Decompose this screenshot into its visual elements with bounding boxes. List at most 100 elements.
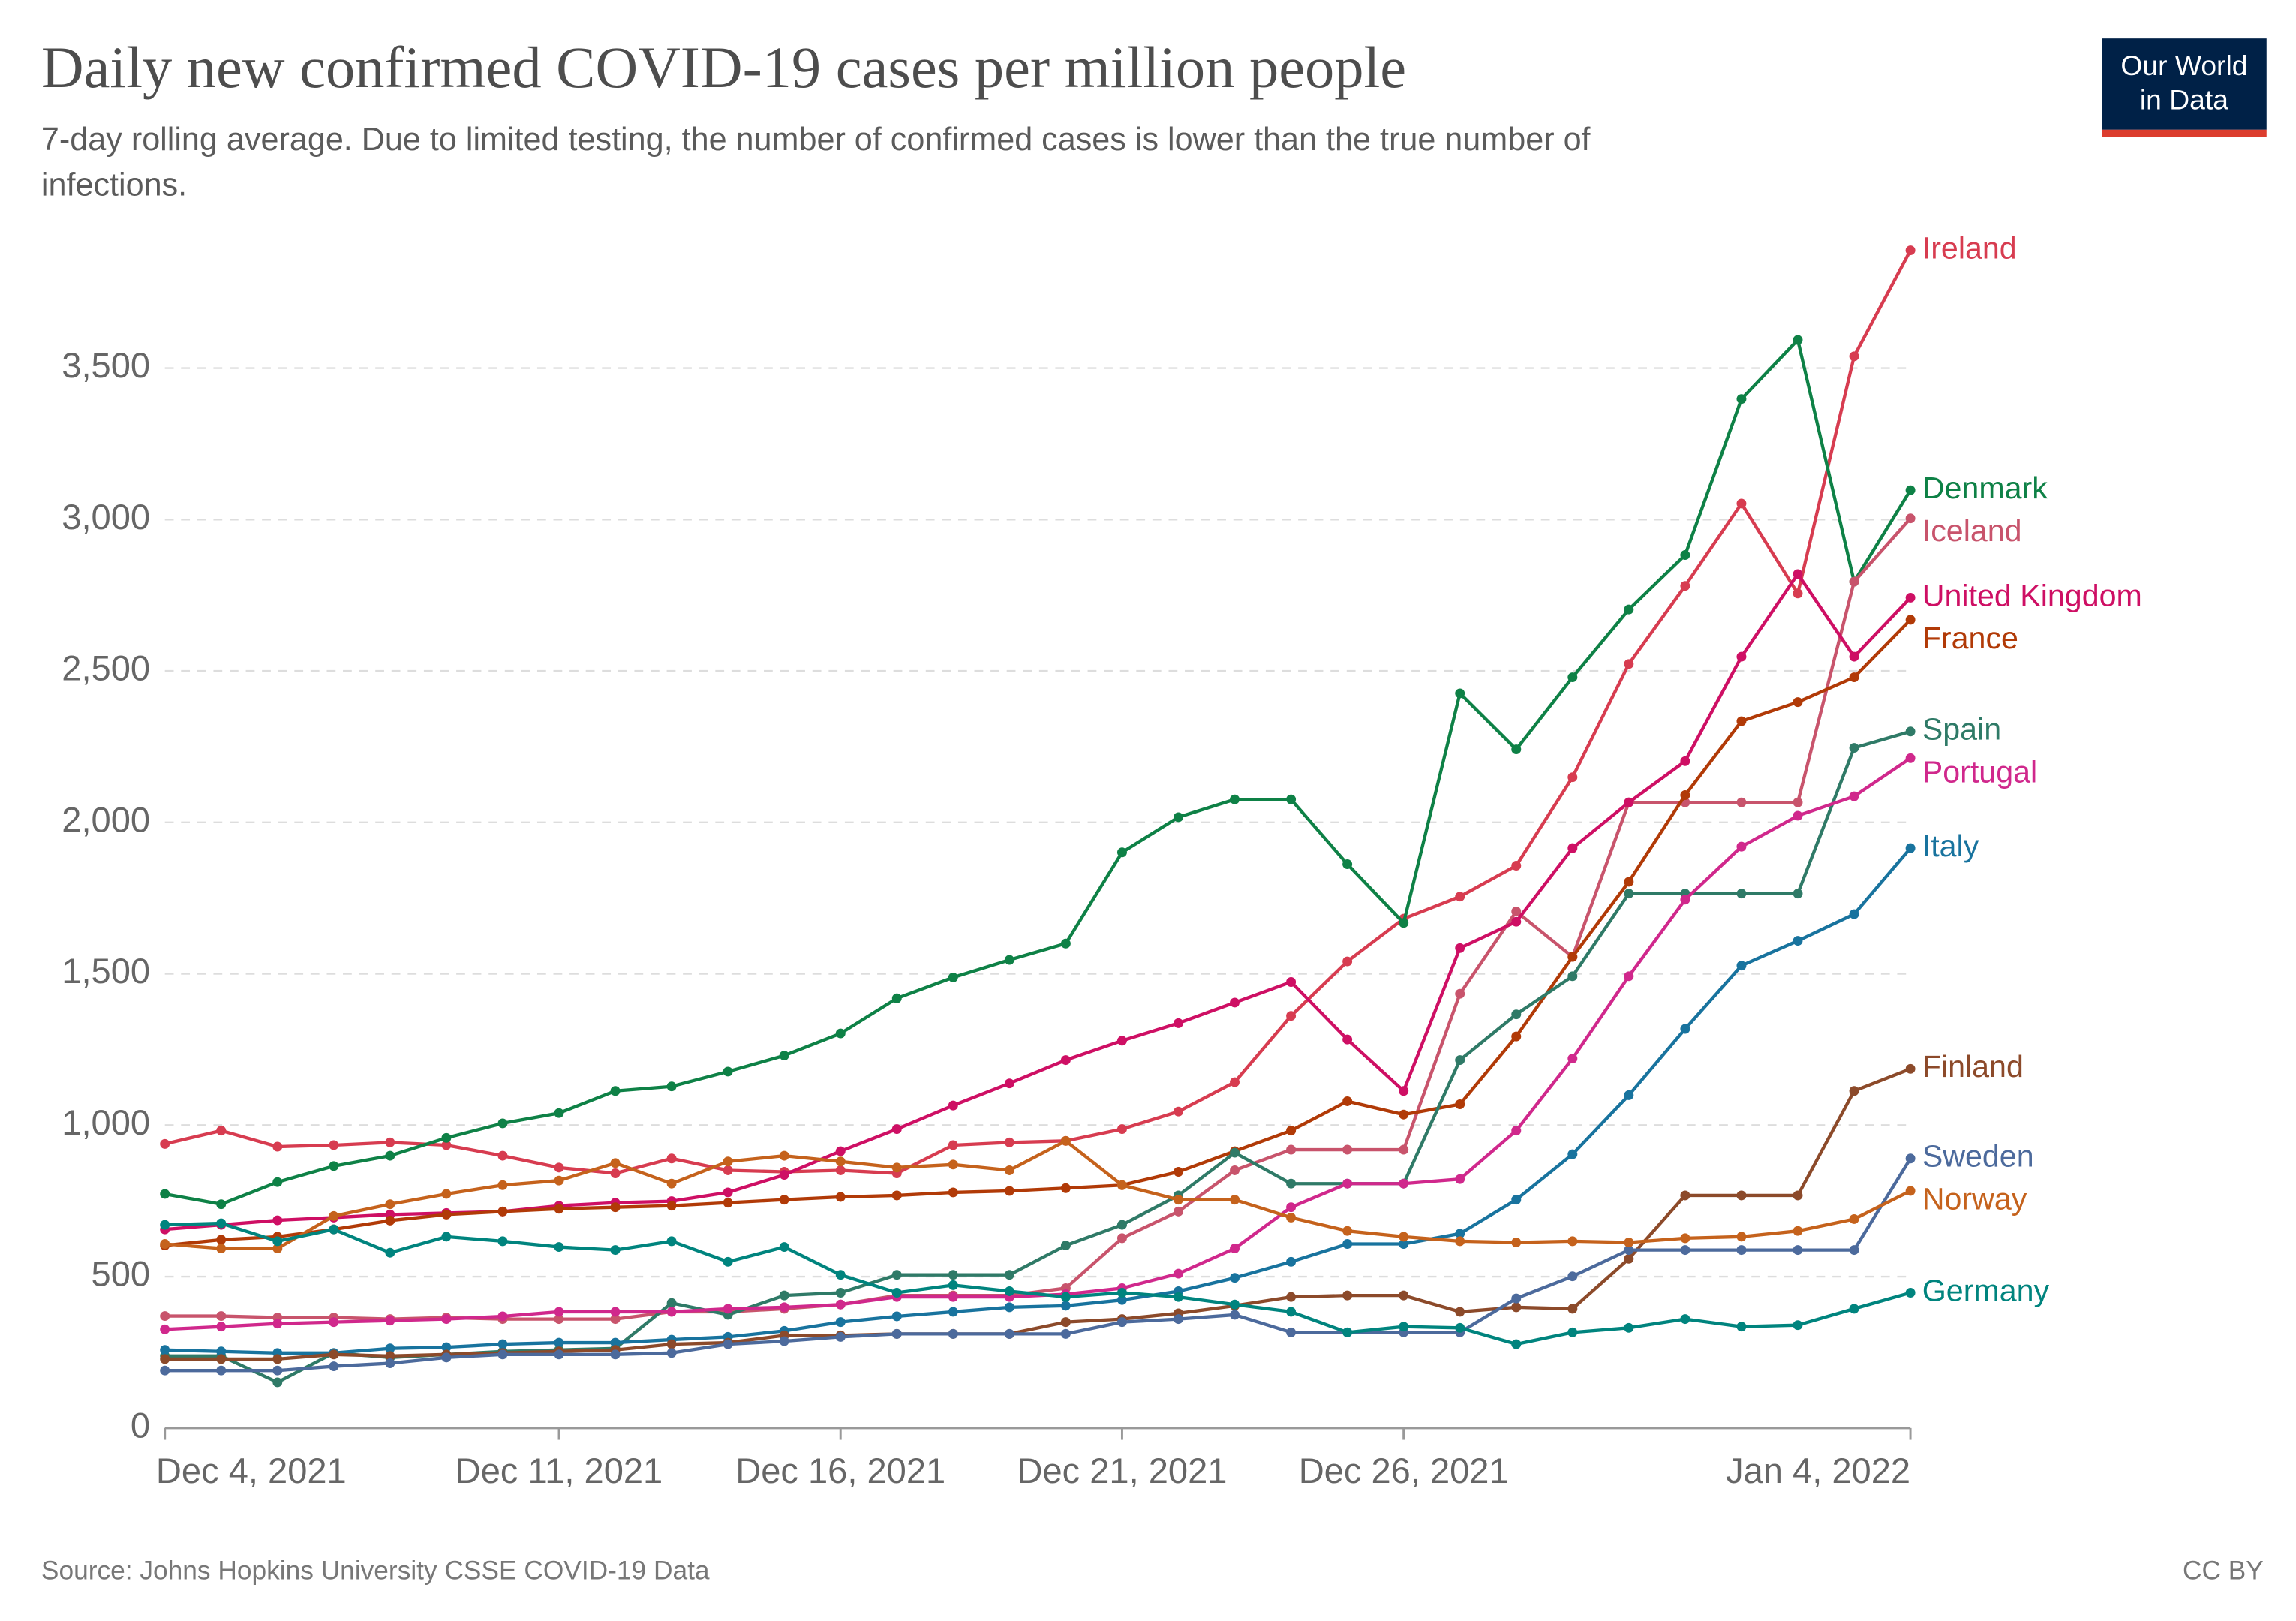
data-point [1849,1245,1859,1256]
data-point [160,1345,170,1355]
data-point [385,1351,395,1361]
data-point [385,1316,395,1326]
data-point [272,1354,283,1364]
data-point [385,1137,395,1147]
legend-label: Sweden [1922,1139,2034,1174]
data-point [1567,1304,1578,1314]
data-point [216,1218,227,1229]
series-line [164,1221,1911,1346]
data-point [1399,1239,1409,1250]
data-point [1004,1302,1014,1313]
logo-bar [2102,129,2267,137]
data-point [1174,1268,1183,1279]
data-point [610,1158,621,1168]
data-point [1116,1220,1127,1230]
data-point [1455,1099,1465,1109]
data-point [1004,1186,1014,1196]
data-point [1793,588,1803,599]
data-point [1060,938,1071,949]
data-point [1567,1149,1578,1159]
data-point [891,1124,902,1135]
data-point [216,1322,227,1332]
data-point [216,1346,227,1357]
data-point [160,1354,170,1364]
data-point [1399,1178,1409,1189]
data-point [1060,1135,1071,1146]
data-point [1004,1270,1014,1280]
data-point [891,1270,902,1280]
data-point [497,1236,508,1247]
legend-label: Iceland [1922,513,2022,548]
data-point [554,1162,564,1173]
data-point [1905,1288,1916,1298]
data-point [610,1307,621,1317]
data-point [441,1352,452,1363]
legend-label: Ireland [1922,230,2017,265]
data-point [723,1165,733,1175]
data-point [1567,1054,1578,1064]
data-point [329,1349,339,1360]
data-point [160,1311,170,1322]
series-line [164,572,1912,1232]
data-point [1567,772,1578,783]
data-point [1736,1322,1747,1332]
data-point [1399,1086,1409,1096]
data-point [1736,1245,1747,1256]
data-point [1849,909,1859,919]
data-point [723,1256,733,1267]
y-tick-label: 3,500 [62,345,150,385]
data-point [1342,1327,1353,1337]
data-point [216,1235,227,1245]
data-point [1116,1124,1127,1135]
data-point [1567,1236,1578,1247]
data-point [1849,743,1859,753]
data-point [1060,1055,1071,1066]
data-point [554,1349,564,1360]
data-point [723,1304,733,1314]
data-point [891,1162,902,1173]
data-point [610,1245,621,1256]
data-point [160,1365,170,1376]
data-point [891,1328,902,1339]
data-point [1849,351,1859,362]
data-point [497,1311,508,1322]
data-point [1905,1063,1916,1074]
data-point [1680,1314,1690,1325]
data-point [1736,716,1747,726]
data-point [1455,943,1465,953]
chart-subtitle: infections. [41,167,187,203]
data-point [1060,1301,1071,1311]
data-point [554,1307,564,1317]
data-point [891,993,902,1003]
data-point [1511,1195,1522,1205]
data-point [272,1141,283,1152]
data-point [1624,1090,1634,1100]
data-point [948,1280,958,1290]
data-point [272,1365,283,1376]
data-point [666,1348,677,1358]
data-point [385,1343,395,1354]
data-point [1905,615,1916,625]
data-point [1511,906,1522,916]
data-point [666,1178,677,1189]
data-point [723,1156,733,1167]
data-point [497,1150,508,1161]
data-point [1342,1226,1353,1236]
data-point [1060,1241,1071,1251]
data-point [1736,651,1747,662]
data-point [497,1206,508,1217]
data-point [1230,1310,1240,1320]
x-tick-label: Dec 11, 2021 [455,1451,663,1490]
x-tick-label: Dec 4, 2021 [156,1451,347,1490]
data-point [1342,1178,1353,1189]
data-point [554,1242,564,1253]
data-point [1455,1322,1465,1333]
data-point [891,1190,902,1201]
data-point [1793,936,1803,946]
x-tick-label: Dec 21, 2021 [1017,1451,1227,1490]
data-point [1793,810,1803,821]
data-point [1060,1292,1071,1302]
series [160,513,1916,1325]
data-point [554,1204,564,1214]
